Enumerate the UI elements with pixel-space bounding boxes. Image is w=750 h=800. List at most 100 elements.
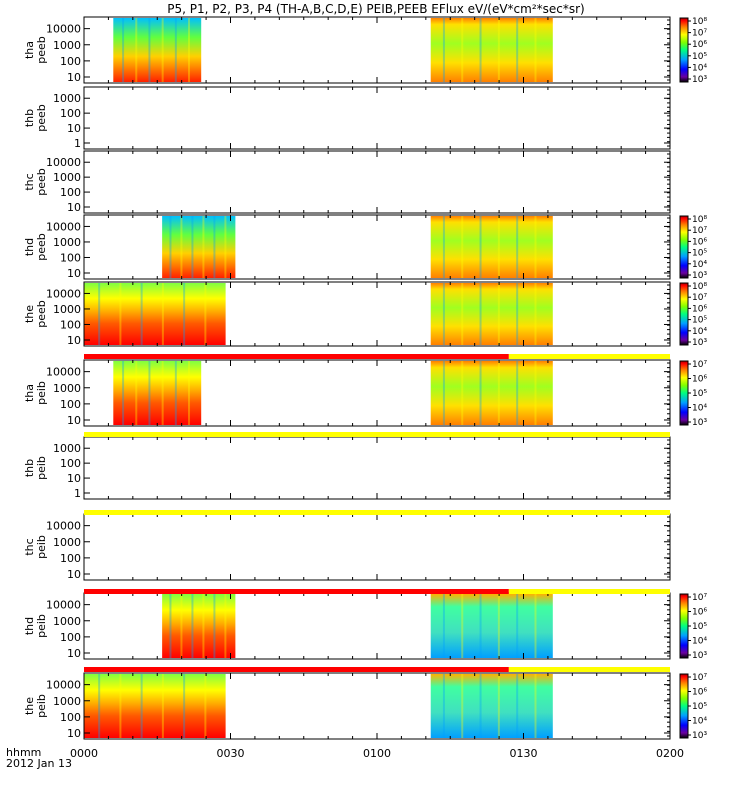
y-tick-label: 1000: [53, 236, 81, 249]
y-tick-label: 100: [60, 631, 81, 644]
spectrogram-texture: [191, 216, 194, 278]
y-tick-label: 100: [60, 186, 81, 199]
y-axis-probe-label: the: [23, 697, 36, 715]
colorbar-label: 10⁴: [692, 63, 707, 73]
colorbar-label: 10³: [692, 731, 707, 741]
colorbar-label: 10⁴: [692, 327, 707, 337]
spectrogram-texture: [169, 594, 172, 658]
y-tick-label: 10: [67, 727, 81, 740]
spectrogram-texture: [224, 216, 227, 278]
spectrogram-texture: [534, 674, 537, 738]
spectrogram-block: [162, 594, 236, 658]
panel-thc-peeb: 10 100 1000 10000 thc peeb: [23, 150, 671, 214]
y-tick-label: 10000: [46, 366, 81, 379]
y-tick-label: 10000: [46, 220, 81, 233]
spectrogram-texture: [135, 361, 138, 425]
y-axis-instrument-label: peib: [35, 535, 48, 559]
y-tick-label: 10000: [46, 679, 81, 692]
spectrogram-block: [162, 216, 236, 278]
colorbar-label: 10⁴: [692, 717, 707, 727]
y-axis-instrument-label: peib: [35, 381, 48, 405]
colorbar-label: 10⁵: [692, 249, 707, 259]
spectrogram-texture: [479, 216, 482, 278]
y-tick-label: 100: [60, 55, 81, 68]
spectrogram-texture: [497, 674, 500, 738]
spectrogram-texture: [161, 674, 164, 738]
y-tick-label: 1000: [53, 39, 81, 52]
colorbar-label: 10⁵: [692, 702, 707, 712]
spectrogram-texture: [122, 361, 125, 425]
colorbar-label: 10⁵: [692, 316, 707, 326]
colorbar-label: 10³: [692, 651, 707, 661]
spectrogram-block: [430, 283, 553, 345]
y-tick-label: 10: [67, 472, 81, 485]
y-axis-probe-label: thd: [23, 238, 36, 256]
spectrogram-block: [84, 283, 226, 345]
y-tick-label: 100: [60, 107, 81, 120]
y-tick-label: 10000: [46, 23, 81, 36]
y-tick-label: 100: [60, 457, 81, 470]
y-tick-label: 10: [67, 568, 81, 581]
y-axis-probe-label: the: [23, 305, 36, 323]
y-axis-probe-label: thb: [23, 109, 36, 127]
spectrogram-texture: [516, 674, 519, 738]
y-axis-probe-label: thc: [23, 538, 36, 555]
mode-bar-red: [84, 667, 509, 672]
colorbar-label: 10⁸: [692, 17, 707, 27]
panel-the-peib: 10 100 1000 10000 the peib 10³ 10⁴ 10⁵ 10⁶ 10⁷: [23, 672, 707, 741]
colorbar-label: 10³: [692, 75, 707, 85]
spectrogram-texture: [516, 216, 519, 278]
colorbar-label: 10³: [692, 418, 707, 428]
y-tick-label: 100: [60, 711, 81, 724]
spectrogram-texture: [140, 674, 143, 738]
y-axis-probe-label: thd: [23, 617, 36, 635]
panel-thb-peib: 1 10 100 1000 thb peib: [23, 436, 671, 500]
spectrogram-texture: [479, 674, 482, 738]
spectrogram-texture: [461, 594, 464, 658]
spectrogram-texture: [180, 594, 183, 658]
spectrogram-block: [430, 674, 553, 738]
spectrogram-texture: [224, 594, 227, 658]
spectrogram-texture: [461, 674, 464, 738]
y-axis-probe-label: tha: [23, 41, 36, 59]
y-tick-label: 1000: [53, 171, 81, 184]
spectrogram-texture: [183, 283, 186, 345]
y-tick-label: 1000: [53, 382, 81, 395]
spectrogram-texture: [516, 18, 519, 82]
colorbar-label: 10⁴: [692, 260, 707, 270]
spectrogram-texture: [183, 674, 186, 738]
y-tick-label: 10000: [46, 520, 81, 533]
mode-bar-red: [84, 589, 509, 594]
colorbar-label: 10⁴: [692, 637, 707, 647]
spectrogram-texture: [442, 674, 445, 738]
spectrogram-texture: [161, 18, 164, 82]
spectrogram-texture: [174, 18, 177, 82]
y-tick-label: 10: [67, 414, 81, 427]
spectrogram-texture: [461, 216, 464, 278]
panel-frame: [83, 150, 671, 214]
spectrogram-texture: [140, 283, 143, 345]
panel-thc-peib: 10 100 1000 10000 thc peib: [23, 513, 671, 581]
spectrogram-block: [84, 674, 226, 738]
colorbar: [679, 360, 689, 426]
y-tick-label: 10: [67, 267, 81, 280]
spectrogram-block: [430, 594, 553, 658]
mode-bar-yellow: [84, 432, 670, 437]
spectrogram-texture: [148, 18, 151, 82]
colorbar: [679, 673, 689, 739]
colorbar-label: 10⁸: [692, 215, 707, 225]
spectrogram-texture: [497, 18, 500, 82]
x-axis-date-label: 2012 Jan 13: [6, 757, 72, 770]
spectrogram-texture: [119, 283, 122, 345]
y-axis-probe-label: thb: [23, 459, 36, 477]
colorbar-label: 10⁷: [692, 673, 707, 683]
spectrogram-block: [113, 18, 202, 82]
y-tick-label: 100: [60, 318, 81, 331]
panel-frame: [83, 86, 671, 150]
spectrogram-texture: [204, 283, 207, 345]
y-tick-label: 1000: [53, 615, 81, 628]
y-tick-label: 100: [60, 552, 81, 565]
spectrogram-texture: [213, 216, 216, 278]
